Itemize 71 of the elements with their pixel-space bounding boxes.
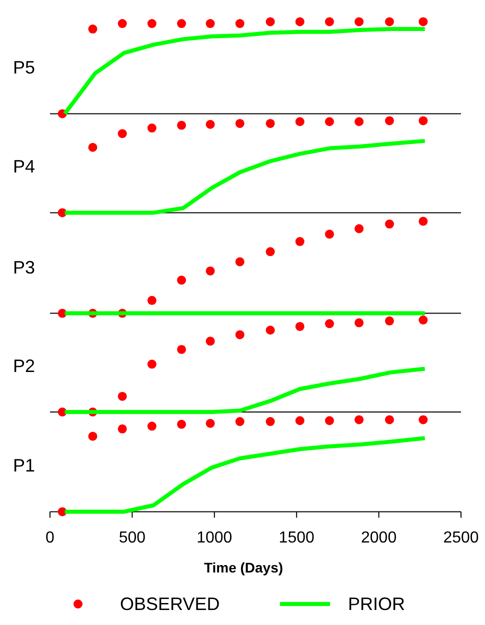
point <box>118 129 127 138</box>
x-tick-label: 2500 <box>443 530 479 547</box>
point <box>118 19 127 28</box>
point <box>418 116 428 126</box>
point <box>266 17 275 26</box>
point <box>418 415 428 424</box>
point <box>88 432 98 441</box>
point <box>235 330 244 340</box>
point <box>177 344 186 354</box>
point <box>235 118 244 128</box>
point <box>324 416 334 426</box>
point <box>354 224 364 234</box>
point <box>418 216 428 226</box>
legend-label: PRIOR <box>348 594 406 614</box>
point <box>418 17 428 26</box>
point <box>206 120 215 129</box>
point <box>147 422 156 431</box>
point <box>118 392 127 401</box>
legend-label: OBSERVED <box>120 594 220 614</box>
y-axis-title: P3 <box>13 257 36 278</box>
y-axis-title: P2 <box>13 356 36 376</box>
point <box>324 117 334 126</box>
y-axis-title: P1 <box>13 456 36 476</box>
point <box>295 322 304 331</box>
point <box>235 19 244 28</box>
x-tick-label: 1000 <box>196 530 232 547</box>
x-tick-label: 2000 <box>361 530 397 547</box>
point <box>266 326 275 335</box>
point <box>147 19 156 28</box>
point <box>266 247 275 256</box>
point <box>147 296 156 305</box>
point <box>235 257 244 266</box>
x-tick-label: 0 <box>46 530 55 547</box>
point <box>266 417 275 426</box>
point <box>354 117 364 126</box>
point <box>177 420 186 429</box>
point <box>324 17 334 26</box>
point <box>295 117 304 126</box>
x-axis-title: Time (Days) <box>204 560 284 576</box>
x-tick-label: 500 <box>118 530 146 547</box>
point <box>177 120 186 130</box>
point <box>295 17 304 26</box>
point <box>384 316 394 326</box>
point <box>324 230 334 239</box>
point <box>206 336 215 346</box>
point <box>206 418 215 428</box>
x-tick-label: 1500 <box>278 530 314 547</box>
point <box>118 424 127 434</box>
point <box>354 318 364 328</box>
point <box>147 360 156 369</box>
point <box>206 19 215 28</box>
point <box>384 220 394 229</box>
point <box>384 17 394 26</box>
point <box>295 416 304 426</box>
point <box>324 319 334 328</box>
point <box>177 276 186 285</box>
point <box>206 266 215 276</box>
point <box>384 415 394 424</box>
y-axis-title: P5 <box>13 58 36 78</box>
point <box>266 118 275 128</box>
point <box>384 116 394 126</box>
point <box>147 124 156 133</box>
point <box>295 237 304 246</box>
y-axis-title: P4 <box>13 156 36 177</box>
point <box>418 316 428 324</box>
point <box>354 415 364 424</box>
point <box>235 417 244 426</box>
point <box>354 17 364 26</box>
point <box>88 24 98 34</box>
point <box>177 19 186 28</box>
point <box>88 142 98 152</box>
